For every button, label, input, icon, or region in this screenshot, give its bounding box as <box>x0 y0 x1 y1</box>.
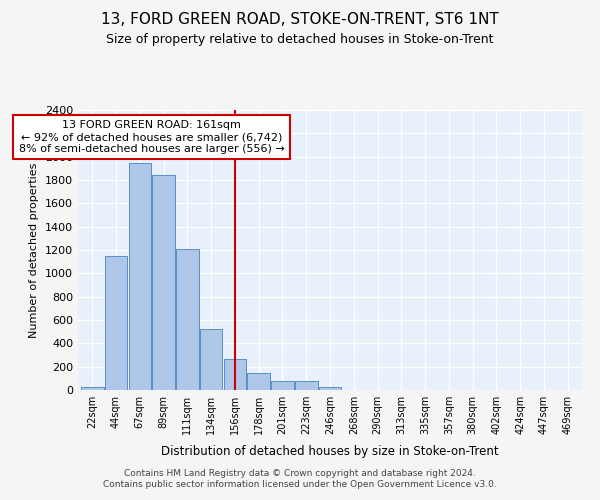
Bar <box>200 330 223 390</box>
Bar <box>81 386 104 390</box>
Bar <box>105 256 127 390</box>
Bar <box>152 176 175 390</box>
Bar <box>271 380 294 390</box>
Text: Size of property relative to detached houses in Stoke-on-Trent: Size of property relative to detached ho… <box>106 32 494 46</box>
X-axis label: Distribution of detached houses by size in Stoke-on-Trent: Distribution of detached houses by size … <box>161 446 499 458</box>
Bar <box>128 162 151 390</box>
Text: 13 FORD GREEN ROAD: 161sqm
← 92% of detached houses are smaller (6,742)
8% of se: 13 FORD GREEN ROAD: 161sqm ← 92% of deta… <box>19 120 284 154</box>
Text: Contains public sector information licensed under the Open Government Licence v3: Contains public sector information licen… <box>103 480 497 489</box>
Bar <box>224 359 246 390</box>
Y-axis label: Number of detached properties: Number of detached properties <box>29 162 40 338</box>
Bar <box>176 249 199 390</box>
Text: 13, FORD GREEN ROAD, STOKE-ON-TRENT, ST6 1NT: 13, FORD GREEN ROAD, STOKE-ON-TRENT, ST6… <box>101 12 499 28</box>
Bar <box>295 380 317 390</box>
Bar <box>247 372 270 390</box>
Text: Contains HM Land Registry data © Crown copyright and database right 2024.: Contains HM Land Registry data © Crown c… <box>124 468 476 477</box>
Bar <box>319 386 341 390</box>
